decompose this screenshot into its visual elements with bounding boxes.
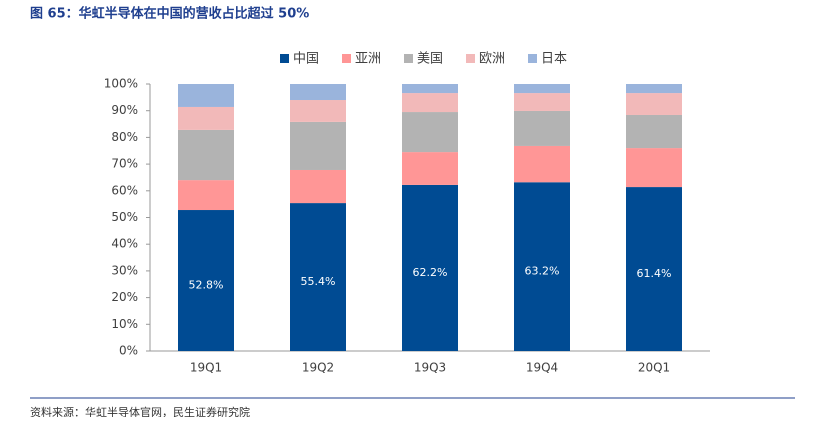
source-note: 资料来源：华虹半导体官网，民生证券研究院 <box>30 405 250 417</box>
value-label: 63.2% <box>525 265 560 278</box>
x-tick-label: 19Q1 <box>190 361 222 375</box>
bar-segment <box>402 152 458 185</box>
value-label: 52.8% <box>189 279 224 292</box>
x-tick-label: 19Q2 <box>302 361 334 375</box>
x-tick-label: 19Q3 <box>414 361 446 375</box>
figure-title: 图 65：华虹半导体在中国的营收占比超过 50% <box>30 6 309 22</box>
y-tick-label: 60% <box>111 183 138 197</box>
bar-segment <box>290 203 346 351</box>
bar-segment <box>402 112 458 153</box>
value-label: 61.4% <box>637 267 672 280</box>
bar-segment <box>514 182 570 351</box>
x-tick-label: 20Q1 <box>638 361 670 375</box>
y-tick-label: 40% <box>111 237 138 251</box>
bar-segment <box>514 93 570 111</box>
bar-segment <box>290 121 346 170</box>
value-label: 62.2% <box>413 266 448 279</box>
bar-segment <box>626 148 682 188</box>
y-tick-label: 30% <box>111 263 138 277</box>
value-label: 55.4% <box>301 275 336 288</box>
bar-segment <box>514 145 570 183</box>
bar-segment <box>626 84 682 94</box>
legend-swatch <box>466 54 475 63</box>
legend-label: 欧洲 <box>479 52 505 67</box>
bar-segment <box>402 93 458 113</box>
y-tick-label: 80% <box>111 130 138 144</box>
bar-segment <box>626 93 682 115</box>
bar-segment <box>178 129 234 181</box>
y-tick-label: 50% <box>111 210 138 224</box>
legend-swatch <box>404 54 413 63</box>
y-tick-label: 90% <box>111 103 138 117</box>
bar-segment <box>514 84 570 94</box>
bar-segment <box>514 110 570 146</box>
bar-segment <box>402 84 458 94</box>
y-tick-label: 0% <box>119 344 138 358</box>
bar-segment <box>626 187 682 351</box>
bar-segment <box>626 114 682 149</box>
bar-segment <box>178 210 234 351</box>
legend-label: 美国 <box>417 52 443 67</box>
legend-swatch <box>342 54 351 63</box>
y-tick-label: 100% <box>104 77 138 91</box>
bar-segment <box>290 100 346 122</box>
legend-label: 日本 <box>541 52 567 67</box>
y-tick-label: 20% <box>111 290 138 304</box>
y-tick-label: 10% <box>111 317 138 331</box>
bar-segment <box>178 84 234 107</box>
legend-swatch <box>528 54 537 63</box>
legend-swatch <box>280 54 289 63</box>
x-tick-label: 19Q4 <box>526 361 558 375</box>
bar-segment <box>178 106 234 130</box>
legend-label: 中国 <box>293 52 319 67</box>
legend-label: 亚洲 <box>355 52 381 67</box>
bar-segment <box>290 169 346 204</box>
bar-segment <box>290 84 346 101</box>
y-tick-label: 70% <box>111 157 138 171</box>
bar-segment <box>178 180 234 211</box>
bar-segment <box>402 184 458 351</box>
